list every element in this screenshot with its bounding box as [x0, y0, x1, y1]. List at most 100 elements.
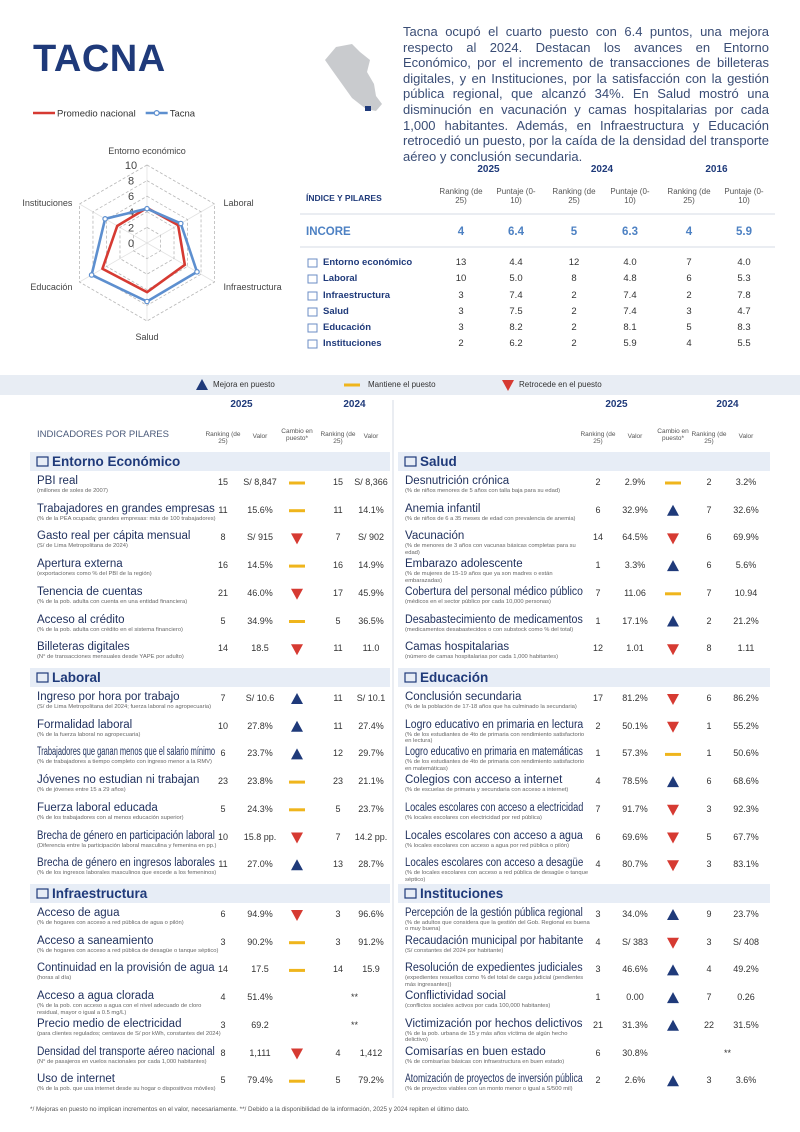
legend-label: Tacna	[170, 109, 196, 120]
indicator-note: (% de la pob. urbana de 15 y más años ví…	[405, 1030, 568, 1044]
pillar-name: Laboral	[323, 273, 358, 284]
value-2025: 91.7%	[622, 803, 648, 814]
pillar-cell: 2	[686, 290, 692, 301]
rank-2024: 2	[706, 615, 712, 626]
change-icon	[667, 964, 679, 976]
radar-spoke	[79, 203, 148, 244]
rank-2024: **	[350, 1019, 358, 1030]
rank-2025: 4	[220, 992, 226, 1003]
value-2025: 31.3%	[622, 1019, 648, 1030]
legend-label: Mejora en puesto	[213, 380, 275, 389]
rank-2025: 2	[595, 477, 601, 487]
rank-2025: 8	[220, 1047, 226, 1058]
indicator-note: (% de la PEA ocupada; grandes empresas: …	[37, 515, 216, 522]
pillar-name: INCORE	[306, 226, 351, 238]
change-icon	[289, 564, 305, 568]
rank-2024: 6	[706, 532, 712, 543]
rank-2024: 3	[706, 803, 712, 814]
indicator-note: (horas al día)	[37, 975, 72, 982]
pillar-cell: 8.2	[509, 322, 523, 333]
value-2024: 14.9%	[358, 560, 384, 571]
section-title: Entorno Económico	[52, 454, 181, 469]
section-title: Laboral	[52, 670, 101, 685]
pillar-cell: 3	[686, 306, 692, 317]
value-2025: 24.3%	[247, 803, 273, 814]
rank-2024: 7	[335, 532, 341, 543]
indicator-note: (% de los trabajadores con al menos educ…	[37, 814, 184, 821]
year-header: 2025	[477, 164, 500, 175]
section-title: Educación	[420, 670, 489, 685]
indicator-note: (% de la pob. que usa internet desde su …	[37, 1086, 216, 1093]
value-2024: 69.9%	[733, 532, 759, 543]
rank-2024: 5	[335, 803, 341, 814]
pillar-cell: 4	[457, 226, 465, 238]
pillar-name: Instituciones	[323, 338, 382, 349]
value-2025: 81.2%	[622, 693, 648, 703]
change-icon	[289, 780, 305, 784]
indicator-note: (% de la población de 17-18 años que ha …	[405, 704, 577, 710]
pillar-cell: 4.0	[737, 257, 751, 268]
indicator-name: Recaudación municipal por habitante	[405, 934, 584, 947]
section-icon	[36, 888, 49, 899]
rank-2024: 7	[706, 504, 712, 515]
value-2025: S/ 8,847	[243, 477, 277, 487]
pillar-cell: 5.0	[509, 273, 523, 284]
rank-2024: 23	[332, 776, 343, 787]
radar-point	[194, 269, 200, 275]
value-2025: 18.5	[251, 643, 269, 654]
pillar-cell: 7.4	[623, 290, 637, 301]
rank-2025: 4	[595, 776, 601, 787]
column-label: Valor	[738, 433, 754, 440]
rank-2024: 8	[706, 643, 712, 654]
value-2025: 50.1%	[622, 720, 648, 731]
indicator-name: Locales escolares con acceso a agua	[405, 829, 583, 842]
change-icon	[667, 909, 679, 920]
value-2025: 79.4%	[247, 1075, 273, 1086]
indicator-note: (% de hogares con acceso a red pública d…	[37, 920, 184, 926]
value-2025: 3.3%	[624, 560, 646, 571]
value-2024: 1,412	[359, 1047, 383, 1058]
year-header: 2024	[590, 164, 614, 175]
rank-2025: 14	[217, 964, 228, 975]
change-icon	[667, 721, 679, 733]
radar-grid	[133, 226, 161, 260]
rank-2025: 6	[595, 1047, 601, 1058]
indicator-note: (% locales escolares con acceso a agua p…	[405, 842, 570, 849]
pillar-cell: 6.4	[508, 226, 524, 238]
rank-2024: 5	[335, 615, 341, 626]
value-2025: 1.01	[626, 643, 644, 654]
rank-2025: 12	[592, 643, 603, 654]
rank-2024: 12	[332, 748, 343, 759]
rank-2024: 5	[706, 831, 712, 842]
pillar-name: Educación	[323, 322, 372, 333]
value-2024: 36.5%	[358, 615, 384, 626]
radar-point	[177, 220, 184, 227]
value-2025: 27.8%	[247, 720, 273, 731]
pillar-cell: 7.5	[509, 306, 523, 317]
value-2024: 1.11	[737, 643, 755, 654]
description: Tacna ocupó el cuarto puesto con 6.4 pun…	[403, 24, 769, 164]
value-2025: 94.9%	[247, 909, 273, 919]
change-icon	[291, 588, 303, 600]
pillar-cell: 8.1	[623, 322, 637, 333]
radar-axis-label: Educación	[30, 282, 72, 292]
radar-point	[144, 205, 150, 212]
rank-2025: 7	[595, 803, 601, 814]
indicator-note: (% de proyectos viables con un monto men…	[405, 1086, 573, 1093]
radar-grid	[79, 164, 215, 322]
indicator-note: (% de adultos que considera que la gesti…	[405, 920, 590, 933]
indicator-note: (% de escuelas de primaria y secundaria …	[405, 787, 569, 794]
value-2024: 79.2%	[358, 1075, 384, 1086]
indicator-note: (exportaciones como % del PBI de la regi…	[37, 571, 152, 578]
indicator-note: (N° de transacciones mensuales desde YAP…	[37, 654, 184, 661]
value-2024: S/ 8,366	[354, 477, 388, 487]
rank-2025: 4	[595, 859, 601, 870]
indicator-name: Billeteras digitales	[37, 641, 130, 654]
indicator-name: Camas hospitalarias	[405, 641, 510, 654]
rank-2024: **	[723, 1047, 731, 1058]
indicator-note: (S/ de Lima Metropolitana del 2024; fuer…	[37, 704, 212, 710]
change-icon	[667, 992, 679, 1004]
change-icon	[667, 504, 679, 516]
section-icon	[404, 672, 417, 683]
